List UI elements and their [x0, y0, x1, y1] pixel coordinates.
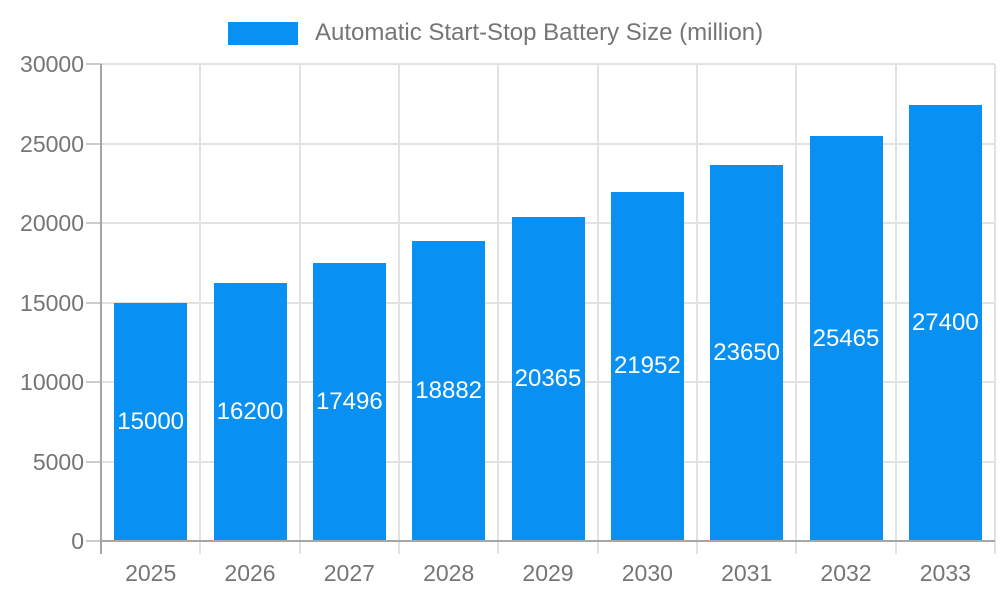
x-axis-line — [101, 540, 995, 542]
y-axis-tick — [86, 381, 101, 383]
bar[interactable] — [809, 136, 883, 541]
bar[interactable] — [312, 262, 386, 541]
legend: Automatic Start-Stop Battery Size (milli… — [228, 20, 763, 46]
bar-value-label: 18882 — [415, 376, 483, 404]
legend-color-swatch — [228, 21, 298, 45]
x-axis-label: 2026 — [224, 560, 276, 586]
bar[interactable] — [412, 240, 486, 541]
y-axis-line — [100, 64, 102, 554]
bar-value-label: 21952 — [613, 352, 681, 380]
y-axis-label: 25000 — [20, 130, 84, 157]
bar[interactable] — [610, 191, 684, 541]
h-gridline — [101, 142, 995, 145]
y-axis-label: 30000 — [20, 51, 84, 77]
bar-value-label: 27400 — [911, 309, 979, 337]
x-axis-label: 2033 — [919, 560, 971, 586]
v-gridline — [894, 64, 897, 554]
bar[interactable] — [710, 164, 784, 541]
bar[interactable] — [511, 217, 585, 541]
y-axis-label: 15000 — [20, 289, 84, 316]
bar[interactable] — [908, 105, 982, 541]
bar-value-label: 25465 — [812, 324, 880, 352]
x-axis-label: 2028 — [423, 560, 475, 586]
y-axis-label: 5000 — [32, 448, 84, 475]
bar-value-label: 20365 — [514, 365, 582, 393]
y-axis-tick — [86, 63, 101, 65]
bar[interactable] — [114, 302, 188, 541]
v-gridline — [596, 64, 599, 554]
x-axis-label: 2027 — [323, 560, 375, 586]
x-axis-label: 2031 — [721, 560, 773, 586]
y-axis-tick — [86, 222, 101, 224]
v-gridline — [497, 64, 500, 554]
v-gridline — [298, 64, 301, 554]
v-gridline — [398, 64, 400, 554]
h-gridline — [101, 63, 995, 65]
x-axis-label: 2030 — [621, 560, 673, 586]
v-gridline — [199, 64, 202, 554]
x-axis-label: 2029 — [522, 560, 574, 586]
v-gridline — [994, 64, 996, 554]
x-axis-label: 2025 — [125, 560, 177, 586]
y-axis-tick — [86, 540, 101, 542]
y-axis-label: 20000 — [20, 210, 84, 236]
y-axis-label: 10000 — [20, 369, 84, 395]
y-axis-tick — [86, 460, 101, 463]
y-axis-label: 0 — [71, 528, 84, 554]
y-axis-tick — [86, 142, 101, 145]
x-axis-label: 2032 — [820, 560, 872, 586]
legend-label: Automatic Start-Stop Battery Size (milli… — [315, 19, 764, 46]
v-gridline — [795, 64, 798, 554]
v-gridline — [696, 64, 698, 554]
y-axis-tick — [86, 301, 101, 304]
bar-value-label: 17496 — [315, 387, 383, 415]
bar-value-label: 15000 — [117, 407, 185, 435]
bar-value-label: 16200 — [216, 398, 284, 426]
bar-value-label: 23650 — [713, 338, 781, 366]
bar[interactable] — [213, 283, 287, 541]
